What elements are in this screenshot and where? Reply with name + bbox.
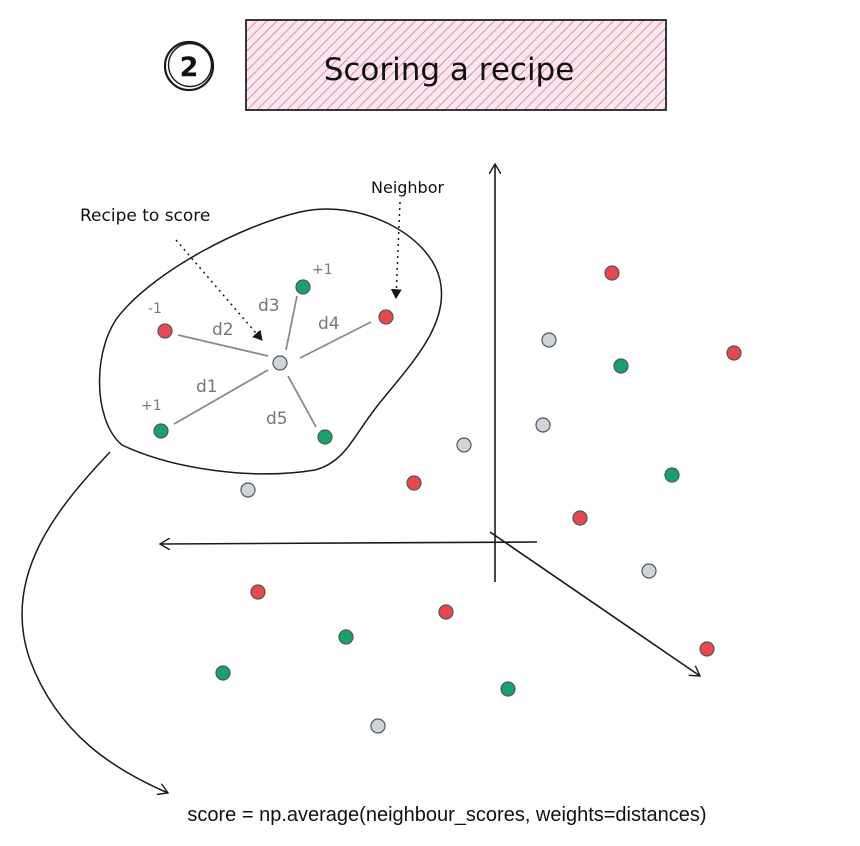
neighbourhood-region — [98, 208, 443, 475]
distance-labels: d1 d2 d3 d4 d5 — [196, 296, 340, 429]
dot-red-20 — [699, 641, 715, 657]
distance-label-d4: d4 — [318, 314, 340, 334]
dot-neighbour-bottom-right — [317, 429, 333, 445]
dot-gray-11 — [456, 437, 472, 453]
score-label-left: -1 — [148, 301, 162, 317]
dot-red-18 — [438, 604, 454, 620]
distance-label-d3: d3 — [258, 296, 280, 316]
dot-red-15 — [572, 510, 588, 526]
distance-spokes — [173, 295, 372, 428]
spoke-d1 — [173, 369, 269, 425]
dot-green-19 — [338, 629, 354, 645]
dot-red-13 — [406, 475, 422, 491]
annotation-arrows — [175, 201, 402, 341]
distance-label-d5: d5 — [266, 409, 288, 429]
dot-green-12 — [664, 467, 680, 483]
dot-green-9 — [613, 358, 629, 374]
neighbour-score-labels: -1 +1 +1 — [141, 262, 333, 414]
z-axis — [489, 531, 700, 676]
dot-red-8 — [726, 345, 742, 361]
dot-green-22 — [500, 681, 516, 697]
dot-gray-23 — [370, 718, 386, 734]
spoke-d5 — [287, 375, 317, 428]
step-badge: 2 — [163, 40, 215, 92]
dot-recipe-to-score — [272, 355, 288, 371]
score-formula: score = np.average(neighbour_scores, wei… — [187, 804, 706, 826]
spoke-d3 — [285, 295, 298, 351]
neighbor-pointer — [390, 201, 402, 300]
dot-green-21 — [215, 665, 231, 681]
axes — [160, 164, 700, 676]
spoke-d4 — [299, 321, 372, 359]
dot-neighbour-right — [378, 309, 394, 325]
dot-neighbour-top — [295, 279, 311, 295]
formula-arrow — [21, 451, 168, 793]
title-box: Scoring a recipe — [245, 19, 667, 111]
dot-red-6 — [604, 265, 620, 281]
score-label-bottom-left: +1 — [141, 398, 162, 414]
dot-neighbour-bottom-left — [153, 423, 169, 439]
distance-label-d2: d2 — [212, 320, 234, 340]
dot-gray-14 — [240, 482, 256, 498]
distance-label-d1: d1 — [196, 377, 218, 397]
step-number: 2 — [180, 52, 199, 83]
spoke-d2 — [177, 334, 269, 357]
x-axis — [160, 542, 538, 544]
dot-gray-16 — [641, 563, 657, 579]
score-label-top: +1 — [312, 262, 333, 278]
neighbor-label: Neighbor — [371, 178, 445, 197]
dot-neighbour-left — [157, 323, 173, 339]
page-title: Scoring a recipe — [324, 52, 575, 88]
dot-gray-10 — [535, 417, 551, 433]
recipe-dots — [153, 265, 742, 734]
recipe-to-score-label: Recipe to score — [80, 206, 210, 226]
recipe-pointer — [175, 239, 263, 341]
dot-gray-7 — [541, 332, 557, 348]
dot-red-17 — [250, 584, 266, 600]
